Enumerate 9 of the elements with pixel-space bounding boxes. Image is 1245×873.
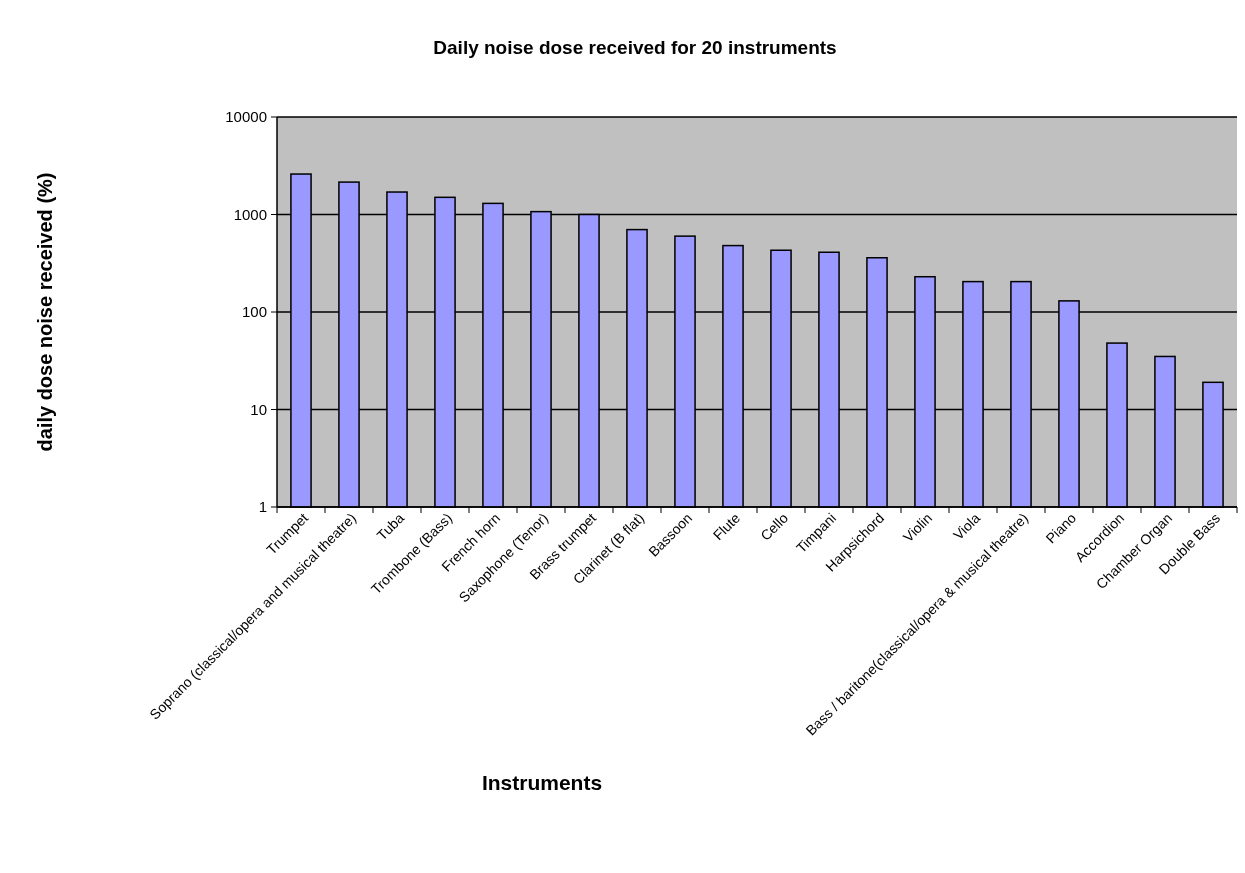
y-axis-title: daily dose noise received (%): [34, 172, 56, 452]
y-tick-label: 100: [241, 303, 267, 321]
chart-title: Daily noise dose received for 20 instruments: [433, 37, 837, 58]
y-tick-label: 1000: [233, 205, 267, 223]
x-tick-label: Viola: [949, 509, 984, 543]
y-tick-label: 1: [258, 498, 267, 516]
y-tick-label: 10000: [225, 108, 267, 126]
y-tick-label: 10: [250, 400, 267, 418]
x-axis-title: Instruments: [481, 771, 603, 794]
